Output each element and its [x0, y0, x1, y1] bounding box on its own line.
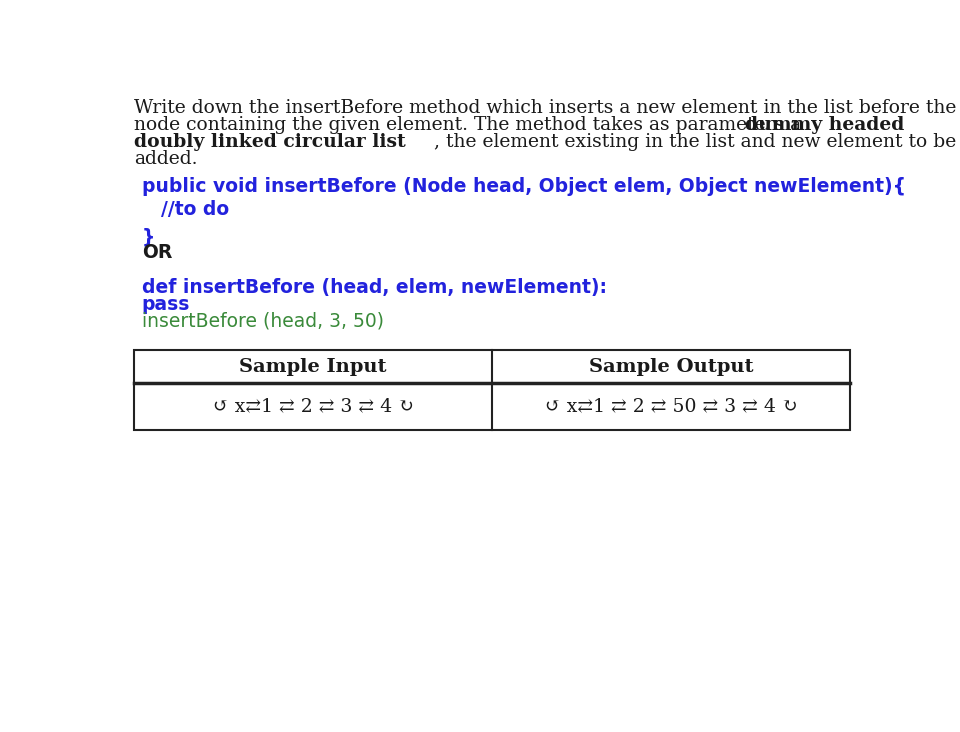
Bar: [134, 351, 850, 430]
Text: Sample Input: Sample Input: [239, 357, 387, 376]
Text: OR: OR: [142, 243, 172, 262]
Text: //to do: //to do: [161, 201, 229, 220]
Text: added.: added.: [134, 150, 198, 168]
Text: dummy headed: dummy headed: [746, 116, 905, 135]
Text: Write down the insertBefore method which inserts a new element in the list befor: Write down the insertBefore method which…: [134, 100, 956, 117]
Text: pass: pass: [142, 295, 190, 314]
Text: def insertBefore (head, elem, newElement):: def insertBefore (head, elem, newElement…: [142, 278, 607, 297]
Text: ↺ x⇄1 ⇄ 2 ⇄ 3 ⇄ 4 ↻: ↺ x⇄1 ⇄ 2 ⇄ 3 ⇄ 4 ↻: [212, 397, 414, 416]
Text: public void insertBefore (Node head, Object elem, Object newElement){: public void insertBefore (Node head, Obj…: [142, 177, 905, 196]
Text: , the element existing in the list and new element to be: , the element existing in the list and n…: [435, 133, 957, 152]
Text: }: }: [142, 228, 155, 247]
Text: doubly linked circular list: doubly linked circular list: [134, 133, 406, 152]
Text: node containing the given element. The method takes as parameters a: node containing the given element. The m…: [134, 116, 807, 135]
Text: ↺ x⇄1 ⇄ 2 ⇄ 50 ⇄ 3 ⇄ 4 ↻: ↺ x⇄1 ⇄ 2 ⇄ 50 ⇄ 3 ⇄ 4 ↻: [544, 397, 798, 416]
Text: insertBefore (head, 3, 50): insertBefore (head, 3, 50): [142, 312, 384, 331]
Text: Sample Output: Sample Output: [588, 357, 754, 376]
